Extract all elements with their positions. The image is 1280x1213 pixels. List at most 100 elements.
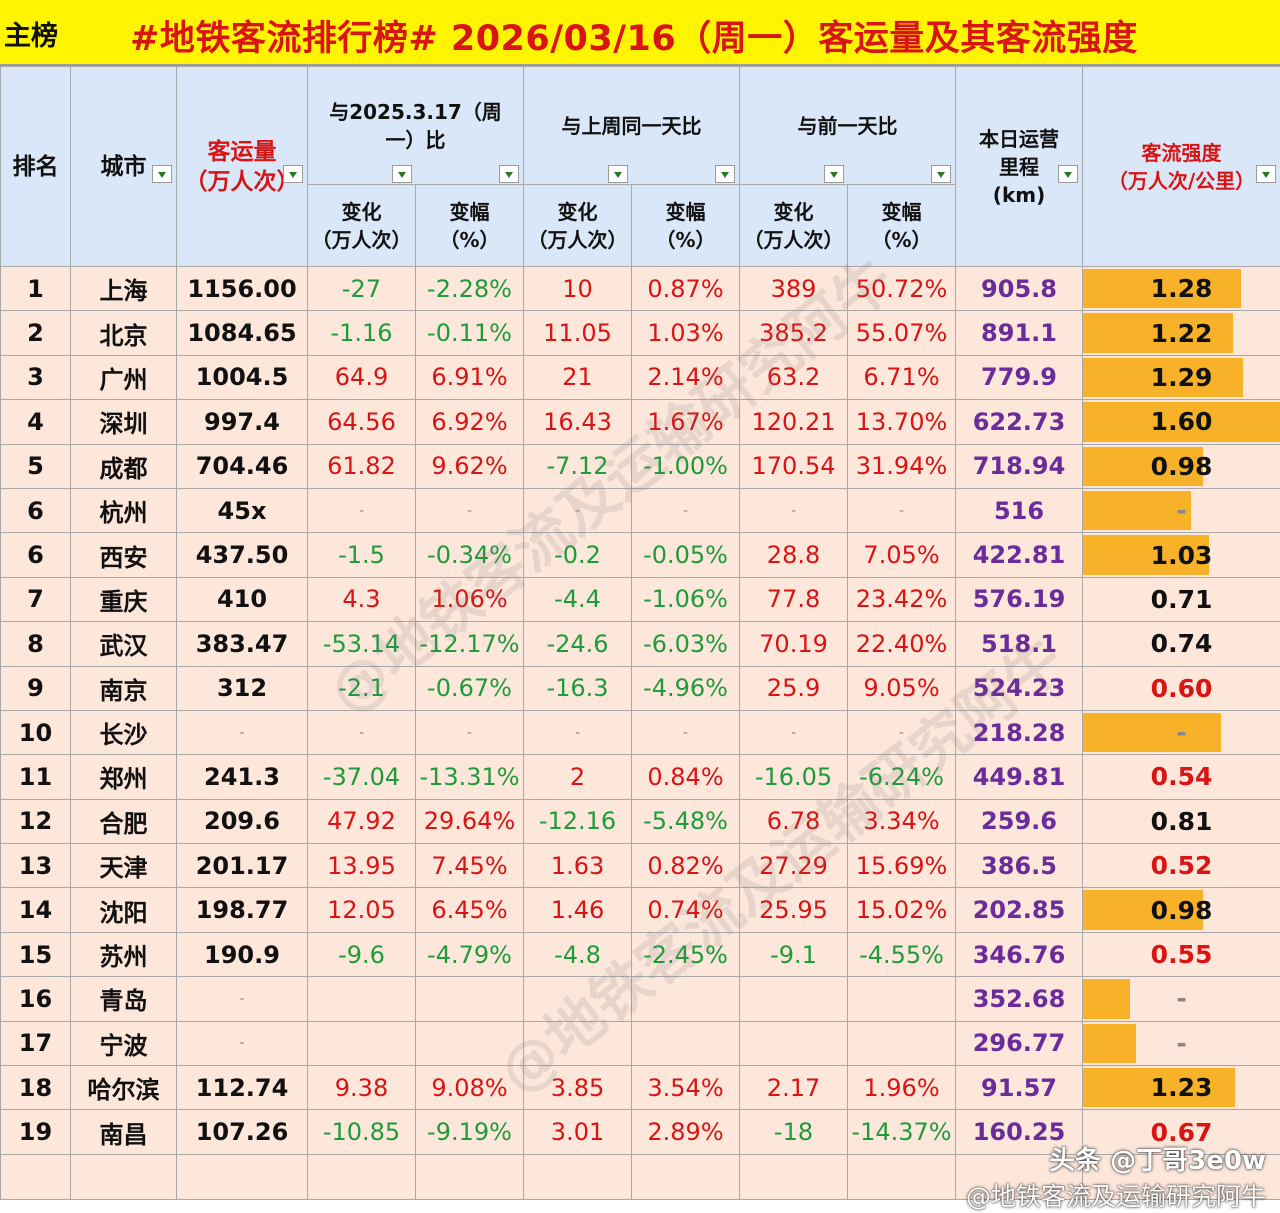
dod-p-cell <box>848 977 956 1021</box>
wow-p-cell: 1.03% <box>632 311 740 355</box>
yoy-p-cell: -2.28% <box>416 267 524 311</box>
mileage-cell: 779.9 <box>956 355 1083 399</box>
empty-cell <box>632 1154 740 1199</box>
header-wow[interactable]: 与上周同一天比 <box>524 67 740 185</box>
wow-p-cell: 3.54% <box>632 1066 740 1110</box>
filter-dropdown-icon[interactable] <box>1256 165 1276 183</box>
wow-p-cell: 0.82% <box>632 844 740 888</box>
yoy-p-cell: 7.45% <box>416 844 524 888</box>
intensity-cell: 1.23 <box>1083 1066 1280 1110</box>
subheader-wow-pct: 变幅（%） <box>632 185 740 267</box>
yoy-c-cell: -10.85 <box>308 1110 416 1154</box>
dod-c-cell: 70.19 <box>740 622 848 666</box>
intensity-cell: 1.29 <box>1083 355 1280 399</box>
subheader-yoy-change: 变化（万人次） <box>308 185 416 267</box>
filter-dropdown-icon[interactable] <box>824 165 844 183</box>
header-dod[interactable]: 与前一天比 <box>740 67 956 185</box>
volume-cell: 704.46 <box>177 444 308 488</box>
header-yoy[interactable]: 与2025.3.17（周一）比 <box>308 67 524 185</box>
header-city[interactable]: 城市 <box>71 67 177 267</box>
mileage-cell: 259.6 <box>956 799 1083 843</box>
yoy-c-cell: 64.9 <box>308 355 416 399</box>
rank-cell: 4 <box>1 400 71 444</box>
city-cell: 武汉 <box>71 622 177 666</box>
intensity-value: 1.03 <box>1151 541 1213 570</box>
yoy-c-cell: -1.16 <box>308 311 416 355</box>
dod-c-cell: 385.2 <box>740 311 848 355</box>
wow-p-cell: 1.67% <box>632 400 740 444</box>
wow-c-cell: 10 <box>524 267 632 311</box>
wow-c-cell: -7.12 <box>524 444 632 488</box>
intensity-value: - <box>1176 1029 1186 1058</box>
filter-dropdown-icon[interactable] <box>608 165 628 183</box>
dod-p-cell: - <box>848 710 956 754</box>
wow-c-cell: 1.63 <box>524 844 632 888</box>
city-cell: 北京 <box>71 311 177 355</box>
header-mileage[interactable]: 本日运营里程(km) <box>956 67 1083 267</box>
filter-dropdown-icon[interactable] <box>499 165 519 183</box>
dod-p-cell: 7.05% <box>848 533 956 577</box>
yoy-p-cell <box>416 1021 524 1065</box>
wow-p-cell: 0.74% <box>632 888 740 932</box>
title-bar: 主榜 #地铁客流排行榜# 2026/03/16（周一）客运量及其客流强度 <box>0 0 1280 66</box>
yoy-p-cell: -4.79% <box>416 932 524 976</box>
dod-c-cell: - <box>740 710 848 754</box>
wow-c-cell: 21 <box>524 355 632 399</box>
volume-cell: 45x <box>177 488 308 532</box>
wow-c-cell: - <box>524 488 632 532</box>
intensity-value: 0.81 <box>1151 807 1213 836</box>
dod-p-cell: 9.05% <box>848 666 956 710</box>
city-cell: 苏州 <box>71 932 177 976</box>
volume-cell: 209.6 <box>177 799 308 843</box>
yoy-c-cell: -53.14 <box>308 622 416 666</box>
empty-cell <box>956 1154 1083 1199</box>
empty-cell <box>740 1154 848 1199</box>
filter-dropdown-icon[interactable] <box>715 165 735 183</box>
intensity-cell: - <box>1083 488 1280 532</box>
volume-cell: 383.47 <box>177 622 308 666</box>
city-cell: 成都 <box>71 444 177 488</box>
filter-dropdown-icon[interactable] <box>1058 165 1078 183</box>
volume-cell: - <box>177 1021 308 1065</box>
rank-cell: 10 <box>1 710 71 754</box>
dod-p-cell: 15.02% <box>848 888 956 932</box>
wow-p-cell: 0.87% <box>632 267 740 311</box>
rank-cell: 7 <box>1 577 71 621</box>
header-volume[interactable]: 客运量（万人次） <box>177 67 308 267</box>
dod-p-cell: -14.37% <box>848 1110 956 1154</box>
dod-p-cell: 50.72% <box>848 267 956 311</box>
yoy-p-cell: 29.64% <box>416 799 524 843</box>
header-intensity[interactable]: 客流强度（万人次/公里） <box>1083 67 1280 267</box>
intensity-value: 1.60 <box>1151 407 1213 436</box>
intensity-value: 0.98 <box>1151 896 1213 925</box>
volume-cell: 201.17 <box>177 844 308 888</box>
city-cell: 杭州 <box>71 488 177 532</box>
intensity-value: 0.54 <box>1151 762 1213 791</box>
filter-dropdown-icon[interactable] <box>152 165 172 183</box>
mileage-cell: 422.81 <box>956 533 1083 577</box>
filter-dropdown-icon[interactable] <box>283 165 303 183</box>
intensity-value: 1.23 <box>1151 1073 1213 1102</box>
wow-c-cell: 2 <box>524 755 632 799</box>
wow-p-cell <box>632 1021 740 1065</box>
yoy-c-cell: 61.82 <box>308 444 416 488</box>
subheader-yoy-pct: 变幅（%） <box>416 185 524 267</box>
wow-c-cell: -12.16 <box>524 799 632 843</box>
dod-c-cell: 389 <box>740 267 848 311</box>
rank-cell: 17 <box>1 1021 71 1065</box>
empty-cell <box>177 1154 308 1199</box>
yoy-c-cell: - <box>308 488 416 532</box>
volume-cell: 1084.65 <box>177 311 308 355</box>
mileage-cell: 449.81 <box>956 755 1083 799</box>
yoy-c-cell <box>308 1021 416 1065</box>
rank-cell: 15 <box>1 932 71 976</box>
filter-dropdown-icon[interactable] <box>931 165 951 183</box>
intensity-value: 1.22 <box>1151 319 1213 348</box>
filter-dropdown-icon[interactable] <box>392 165 412 183</box>
yoy-c-cell: -2.1 <box>308 666 416 710</box>
